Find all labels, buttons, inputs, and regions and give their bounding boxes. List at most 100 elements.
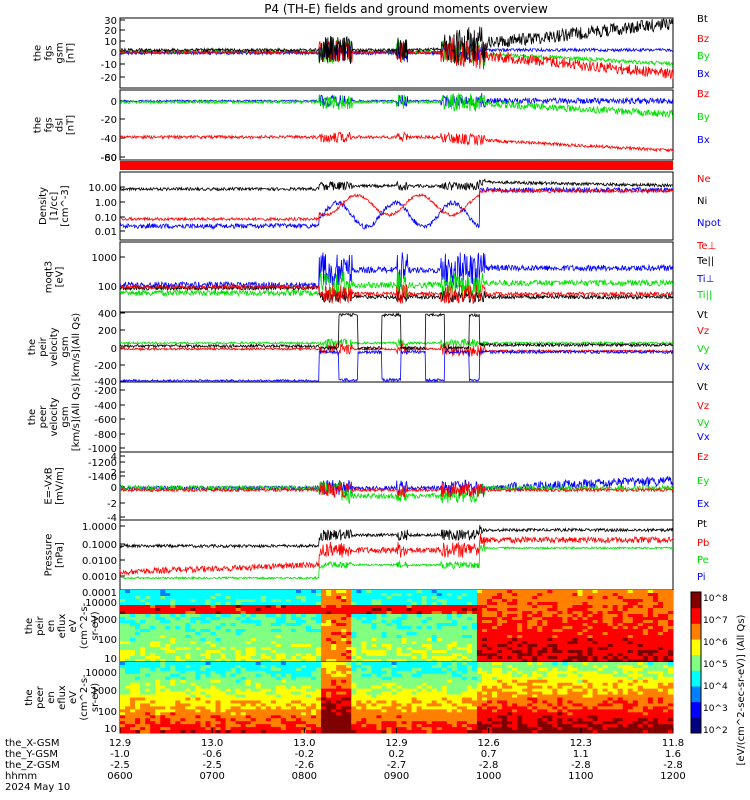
- spec-cell: [497, 650, 503, 654]
- spec-cell: [361, 641, 367, 645]
- spec-cell: [300, 703, 307, 707]
- spec-cell: [401, 647, 407, 651]
- spec-cell: [456, 679, 463, 684]
- spec-cell: [351, 617, 357, 621]
- spec-cell: [300, 626, 307, 630]
- spec-cell: [245, 691, 252, 695]
- spec-cell: [290, 620, 297, 624]
- spec-cell: [441, 632, 448, 636]
- spec-cell: [290, 590, 297, 594]
- spec-cell: [527, 620, 533, 624]
- spec-cell: [316, 611, 322, 615]
- spec-cell: [295, 676, 302, 681]
- spec-cell: [592, 623, 598, 627]
- spec-cell: [185, 647, 191, 651]
- spec-cell: [311, 644, 317, 648]
- spec-cell: [552, 647, 558, 651]
- spec-cell: [416, 721, 423, 725]
- spec-cell: [341, 656, 347, 660]
- spec-cell: [346, 635, 352, 639]
- spec-cell: [255, 632, 262, 636]
- spec-cell: [295, 691, 302, 695]
- legend-Ez: Ez: [697, 452, 709, 463]
- spec-cell: [542, 679, 548, 684]
- spec-cell: [647, 590, 654, 594]
- spec-cell: [532, 650, 538, 654]
- spec-cell: [461, 602, 468, 606]
- spec-cell: [160, 682, 166, 687]
- spec-cell: [125, 620, 131, 624]
- spec-cell: [155, 614, 161, 618]
- spec-cell: [185, 709, 191, 713]
- spec-cell: [416, 685, 423, 690]
- spec-cell: [502, 635, 508, 639]
- spec-cell: [552, 617, 558, 621]
- spec-cell: [215, 647, 221, 651]
- ylabel-line: sr-eV): [90, 611, 101, 640]
- spec-cell: [492, 679, 498, 684]
- spec-cell: [160, 608, 166, 612]
- spec-cell: [155, 700, 161, 704]
- spec-cell: [657, 599, 664, 603]
- spec-cell: [175, 626, 181, 630]
- spec-cell: [260, 590, 267, 594]
- spec-cell: [527, 700, 533, 704]
- spec-cell: [577, 623, 583, 627]
- spec-cell: [396, 679, 402, 684]
- spec-cell: [195, 644, 201, 648]
- spec-cell: [647, 623, 654, 627]
- spec-cell: [476, 664, 483, 669]
- spec-cell: [290, 629, 297, 633]
- spec-cell: [190, 629, 196, 633]
- spec-cell: [381, 662, 387, 666]
- spec-cell: [275, 650, 282, 654]
- spec-cell: [185, 724, 191, 728]
- spec-cell: [265, 602, 272, 606]
- spec-cell: [311, 659, 317, 663]
- spec-cell: [456, 712, 463, 716]
- spec-cell: [260, 715, 267, 719]
- spec-cell: [200, 653, 206, 657]
- spec-cell: [270, 644, 277, 648]
- spec-cell: [547, 688, 553, 692]
- spec-cell: [657, 626, 664, 630]
- spec-cell: [552, 608, 558, 612]
- spec-cell: [230, 667, 237, 672]
- spec-cell: [421, 635, 428, 639]
- spec-cell: [497, 632, 503, 636]
- spec-cell: [617, 611, 624, 615]
- spec-cell: [552, 635, 558, 639]
- spec-cell: [577, 656, 583, 660]
- spec-cell: [461, 647, 468, 651]
- spec-cell: [597, 656, 604, 660]
- spec-cell: [235, 596, 242, 600]
- spec-cell: [492, 620, 498, 624]
- spec-cell: [125, 650, 131, 654]
- spec-cell: [456, 727, 463, 731]
- spec-cell: [461, 718, 468, 722]
- ylabel-line: peir: [38, 336, 49, 356]
- spec-cell: [300, 659, 307, 663]
- spec-cell: [522, 664, 528, 669]
- spec-cell: [130, 718, 136, 722]
- spec-cell: [381, 730, 387, 734]
- spec-cell: [461, 635, 468, 639]
- spec-cell: [285, 647, 292, 651]
- spec-cell: [205, 718, 211, 722]
- spec-cell: [441, 670, 448, 675]
- spec-cell: [632, 614, 639, 618]
- spec-cell: [205, 629, 211, 633]
- spec-cell: [140, 694, 146, 698]
- spec-cell: [326, 641, 332, 645]
- ylabel-line: [nT]: [66, 115, 77, 135]
- spec-cell: [321, 662, 327, 666]
- spec-cell: [180, 715, 186, 719]
- spec-cell: [346, 721, 352, 725]
- spec-cell: [386, 688, 392, 692]
- spec-cell: [306, 626, 312, 630]
- spec-cell: [265, 709, 272, 713]
- spec-cell: [557, 656, 563, 660]
- spec-cell: [497, 596, 503, 600]
- spec-cell: [657, 623, 664, 627]
- spec-cell: [537, 703, 543, 707]
